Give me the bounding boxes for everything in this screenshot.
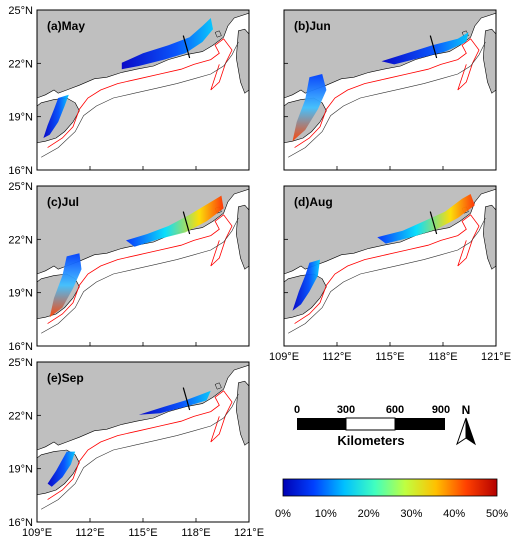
contour-black-line — [288, 41, 486, 158]
lat-tick-label: 16°N — [8, 517, 33, 529]
scale-bar-segment — [297, 418, 346, 430]
plume-coastal — [381, 32, 469, 65]
plume-hainan — [43, 94, 69, 138]
contour-red-line — [47, 214, 233, 324]
lat-tick-label: 22°N — [8, 58, 33, 70]
taiwan-island — [482, 204, 497, 270]
plume-coastal — [377, 194, 475, 244]
contour-black-line — [41, 393, 239, 510]
plume-coastal — [121, 18, 213, 70]
colorbar-tick-label: 0% — [275, 508, 291, 520]
taiwan-island — [235, 28, 250, 94]
colorbar: 0% 10% 20% 30% 40% 50% — [275, 478, 508, 520]
lon-tick-label: 118°E — [428, 351, 457, 363]
lon-tick-label: 109°E — [269, 351, 299, 363]
mainland-coast — [36, 185, 250, 275]
map-panel-jul: (c)Jul 25°N 22°N 19°N 16°N — [8, 181, 250, 353]
panel-title: (b)Jun — [294, 19, 331, 33]
lon-tick-label: 112°E — [322, 351, 351, 363]
mainland-coast — [283, 9, 497, 99]
lat-tick-label: 19°N — [8, 464, 33, 476]
lon-tick-label: 121°E — [481, 351, 511, 363]
taiwan-island — [235, 204, 250, 270]
small-island — [214, 382, 222, 390]
scale-bar-label: 600 — [386, 404, 404, 416]
colorbar-tick-label: 30% — [400, 508, 422, 520]
map-panel-may: (a)May 25°N 22°N 19°N 16°N — [8, 5, 250, 177]
transect-line — [182, 211, 191, 235]
taiwan-island — [482, 28, 497, 94]
scale-bar: 0 300 600 900 Kilometers — [294, 404, 450, 448]
lon-tick-label: 121°E — [234, 527, 264, 539]
lat-tick-label: 25°N — [8, 5, 33, 17]
map-panels: (a)May 25°N 22°N 19°N 16°N (b)Jun (c)Jul 25°N 22… — [8, 5, 511, 539]
lat-tick-label: 19°N — [8, 112, 33, 124]
taiwan-island — [235, 380, 250, 446]
plume-hainan — [292, 259, 320, 311]
contour-black-line — [41, 217, 239, 334]
small-island — [214, 30, 222, 38]
lon-tick-label: 115°E — [128, 527, 157, 539]
lon-tick-label: 109°E — [22, 527, 52, 539]
north-arrow-icon: N — [456, 403, 476, 446]
lat-tick-label: 22°N — [8, 410, 33, 422]
colorbar-tick-label: 40% — [443, 508, 465, 520]
transect-line — [182, 35, 191, 59]
mainland-coast — [283, 185, 497, 275]
lat-tick-label: 22°N — [8, 234, 33, 246]
lat-tick-label: 25°N — [8, 181, 33, 193]
lon-tick-label: 112°E — [75, 527, 104, 539]
plume-coastal — [138, 390, 211, 415]
scale-bar-segment — [345, 417, 396, 431]
scale-bar-segment — [395, 418, 445, 430]
transect-line — [182, 387, 191, 411]
plume-hainan — [47, 451, 76, 487]
lat-tick-label: 16°N — [8, 341, 33, 353]
contour-black-line — [41, 41, 239, 158]
map-panel-jun: (b)Jun — [283, 9, 497, 171]
colorbar-tick-label: 20% — [358, 508, 380, 520]
panel-title: (c)Jul — [47, 195, 79, 209]
panel-title: (a)May — [47, 19, 85, 33]
colorbar-tick-label: 50% — [486, 508, 508, 520]
contour-red-line — [47, 390, 233, 500]
scale-bar-label: 900 — [432, 404, 450, 416]
plume-hainan — [49, 253, 82, 318]
lat-tick-label: 16°N — [8, 165, 33, 177]
plume-coastal — [126, 195, 224, 247]
contour-red-line — [294, 214, 480, 324]
lon-tick-label: 115°E — [375, 351, 404, 363]
colorbar-tick-label: 10% — [315, 508, 337, 520]
scale-bar-label: 0 — [294, 404, 300, 416]
scale-bar-unit: Kilometers — [337, 433, 404, 448]
contour-red-line — [294, 38, 480, 148]
lat-tick-label: 19°N — [8, 288, 33, 300]
plume-hainan — [292, 74, 327, 142]
colorbar-bar — [282, 478, 498, 497]
scale-bar-label: 300 — [337, 404, 355, 416]
lon-tick-label: 118°E — [181, 527, 210, 539]
map-panel-aug: (d)Aug 109°E 112°E 115°E 118°E 121°E — [269, 185, 511, 363]
lat-tick-label: 25°N — [8, 357, 33, 369]
north-arrow-label: N — [462, 403, 471, 417]
contour-black-line — [288, 217, 486, 334]
contour-red-line — [47, 38, 233, 148]
mainland-coast — [36, 361, 250, 451]
panel-title: (d)Aug — [294, 195, 333, 209]
transect-line — [429, 211, 438, 235]
panel-title: (e)Sep — [47, 371, 84, 385]
transect-line — [429, 35, 438, 59]
